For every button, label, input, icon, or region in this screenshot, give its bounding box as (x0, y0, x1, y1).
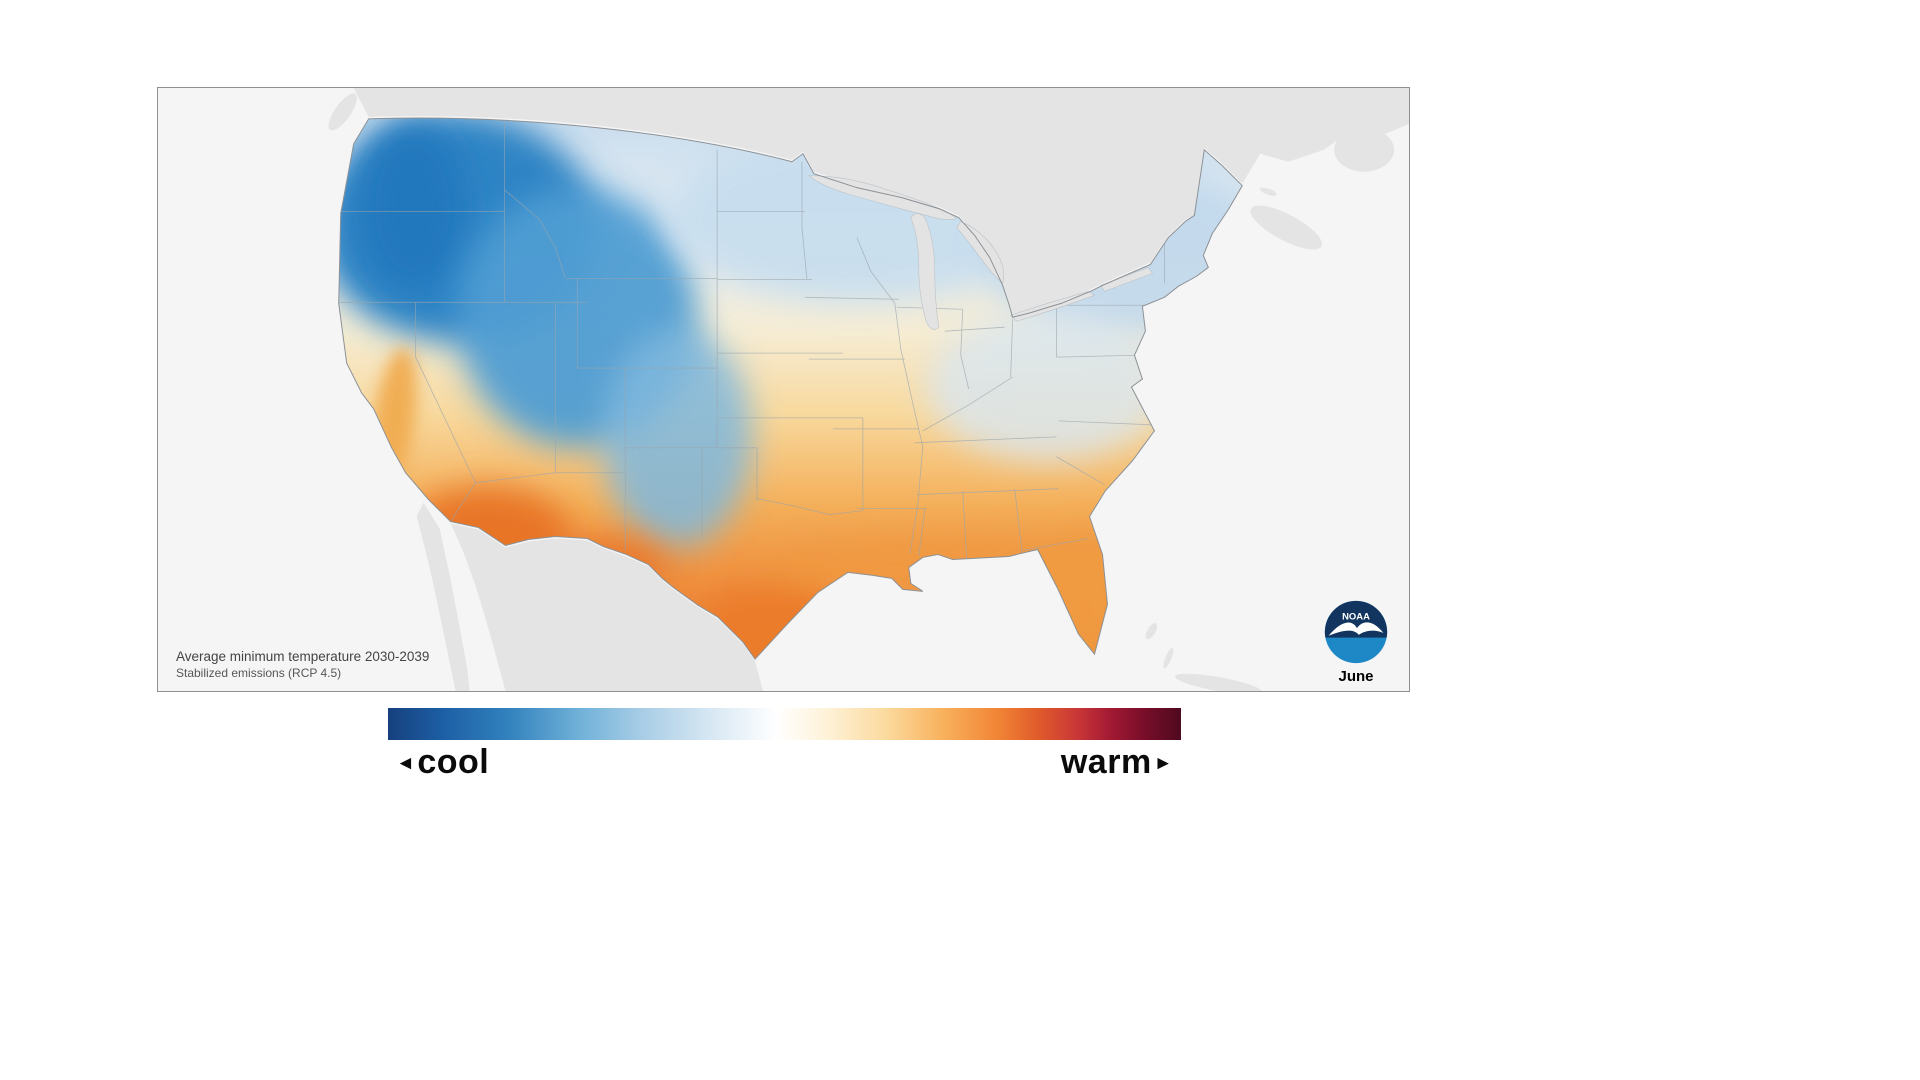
map-panel: Average minimum temperature 2030-2039 St… (157, 87, 1410, 692)
temperature-gradient-bar (388, 708, 1181, 740)
cool-label-text: cool (417, 743, 490, 781)
map-caption-title: Average minimum temperature 2030-2039 (176, 649, 430, 665)
map-caption-subtitle: Stabilized emissions (RCP 4.5) (176, 666, 342, 680)
state-borders (338, 121, 1165, 559)
month-label: June (1338, 668, 1374, 685)
caribbean-islands (1145, 623, 1262, 691)
noaa-logo-text: NOAA (1342, 612, 1370, 623)
nova-scotia (1250, 205, 1322, 250)
us-temperature-map (158, 88, 1409, 691)
temperature-legend: ◄cool warm ► (388, 708, 1181, 782)
warm-label-text: warm (1060, 743, 1152, 781)
legend-labels: ◄cool warm ► (388, 740, 1181, 782)
noaa-logo: NOAA June (1321, 598, 1391, 685)
warm-arrow-icon: ► (1153, 753, 1173, 774)
pei-island (1259, 187, 1277, 196)
legend-cool-label: ◄cool (394, 743, 489, 782)
cool-arrow-icon: ◄ (396, 753, 416, 774)
lake-superior (808, 175, 958, 220)
newfoundland (1334, 127, 1395, 172)
noaa-logo-icon: NOAA (1324, 600, 1388, 664)
us-outline (338, 117, 1243, 660)
baja-peninsula (416, 502, 470, 691)
canada-landmass (328, 88, 1409, 316)
legend-warm-label: warm ► (1061, 743, 1175, 782)
vancouver-island (328, 93, 357, 131)
lake-michigan (910, 213, 940, 330)
map-caption: Average minimum temperature 2030-2039 St… (176, 649, 429, 681)
mexico-landmass (416, 502, 764, 691)
lake-huron (956, 221, 1004, 284)
